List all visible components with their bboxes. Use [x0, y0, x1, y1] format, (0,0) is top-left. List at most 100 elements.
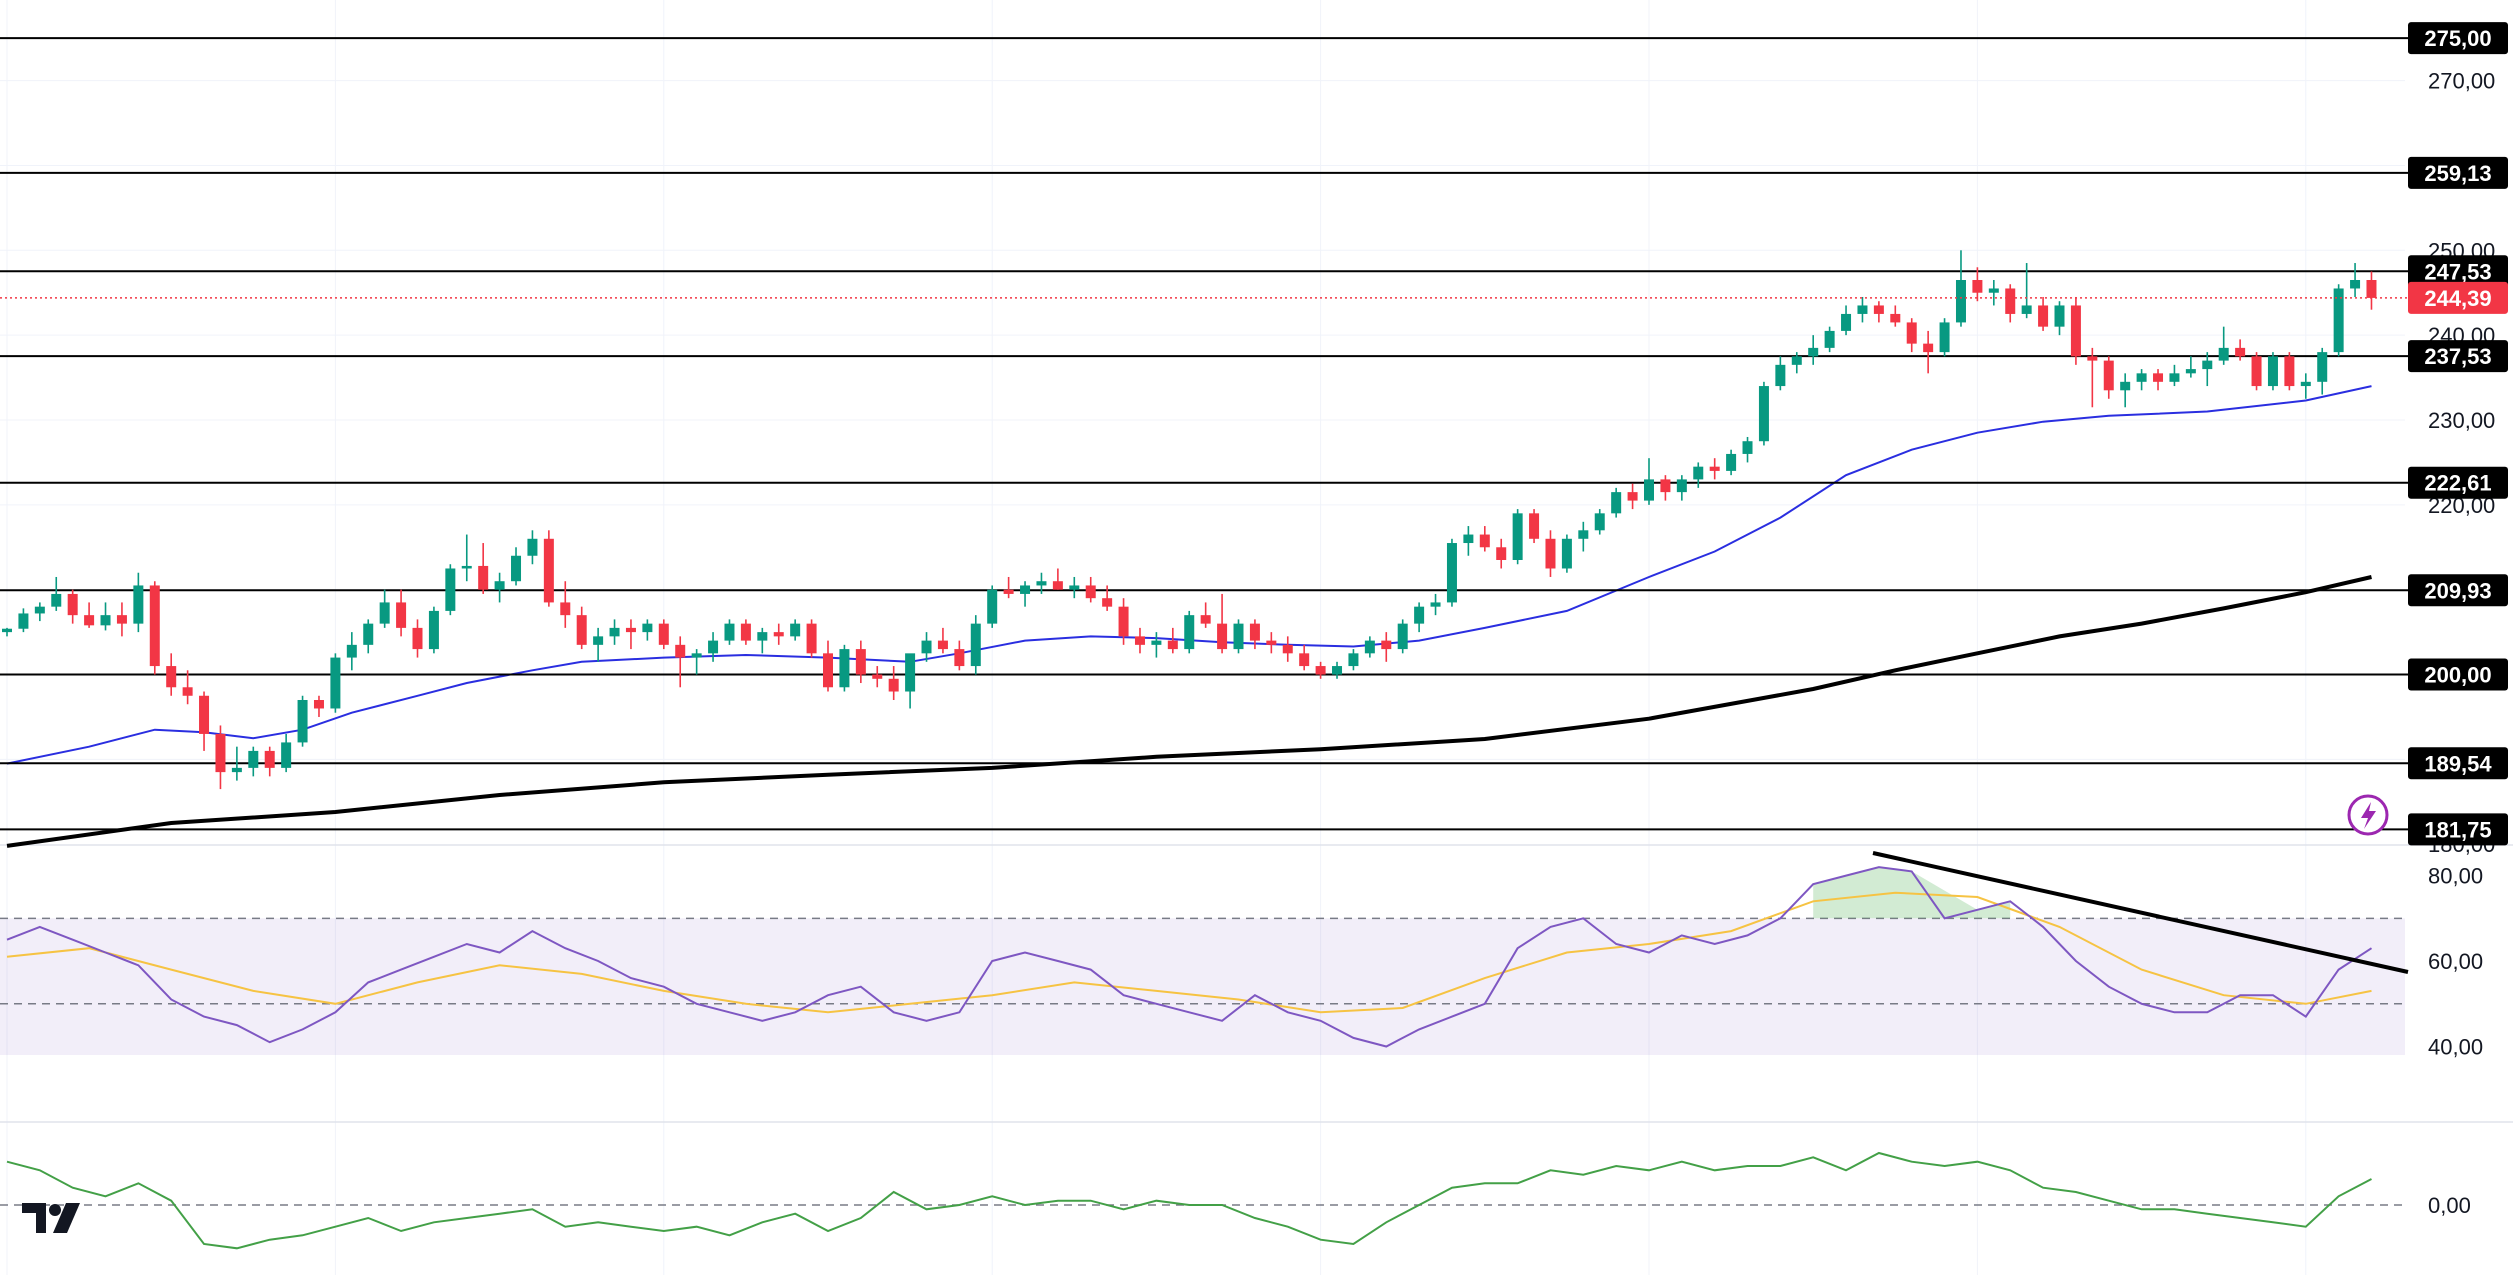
- candle-body[interactable]: [281, 742, 292, 768]
- candle-body[interactable]: [1824, 330, 1835, 348]
- candle[interactable]: [428, 606, 439, 654]
- candle-body[interactable]: [2251, 356, 2262, 387]
- candle-body[interactable]: [1660, 479, 1671, 493]
- candle-body[interactable]: [1857, 305, 1868, 314]
- candle[interactable]: [67, 589, 78, 624]
- candle[interactable]: [1217, 593, 1228, 654]
- candle-body[interactable]: [2366, 280, 2377, 298]
- candle[interactable]: [51, 576, 62, 611]
- candle-body[interactable]: [1134, 636, 1145, 645]
- candle-body[interactable]: [855, 649, 866, 675]
- candle-body[interactable]: [1315, 666, 1326, 675]
- candle-body[interactable]: [1167, 640, 1178, 650]
- candle-body[interactable]: [1693, 466, 1704, 480]
- candle[interactable]: [1414, 602, 1425, 633]
- candle[interactable]: [346, 632, 357, 671]
- candle-body[interactable]: [757, 632, 768, 641]
- candle[interactable]: [1709, 458, 1720, 480]
- candle-body[interactable]: [1102, 598, 1113, 607]
- candle[interactable]: [757, 627, 768, 654]
- candle[interactable]: [1906, 318, 1917, 353]
- candle[interactable]: [954, 640, 965, 671]
- candle[interactable]: [1151, 632, 1162, 658]
- candle[interactable]: [2136, 369, 2147, 391]
- candle-body[interactable]: [1939, 322, 1950, 353]
- candle[interactable]: [855, 640, 866, 684]
- candle-body[interactable]: [1414, 606, 1425, 624]
- candle[interactable]: [1578, 521, 1589, 552]
- candle-body[interactable]: [1200, 615, 1211, 624]
- candle[interactable]: [116, 602, 127, 637]
- candle-body[interactable]: [1955, 280, 1966, 323]
- candle[interactable]: [1955, 250, 1966, 327]
- candle-body[interactable]: [2120, 381, 2131, 391]
- candle-body[interactable]: [2153, 373, 2164, 382]
- candle-body[interactable]: [1282, 644, 1293, 654]
- candle[interactable]: [1726, 449, 1737, 476]
- candle[interactable]: [1364, 636, 1375, 658]
- candle-body[interactable]: [2350, 280, 2361, 289]
- candle-body[interactable]: [313, 700, 324, 709]
- candle-body[interactable]: [2202, 360, 2213, 370]
- candle-body[interactable]: [461, 565, 472, 569]
- candle-body[interactable]: [511, 555, 522, 582]
- candle-body[interactable]: [2333, 288, 2344, 353]
- candle-body[interactable]: [2038, 305, 2049, 327]
- candle-body[interactable]: [1627, 492, 1638, 501]
- candle[interactable]: [133, 572, 144, 633]
- candle[interactable]: [1496, 538, 1507, 569]
- candle[interactable]: [1348, 649, 1359, 671]
- candle[interactable]: [478, 543, 489, 594]
- candle-body[interactable]: [379, 602, 390, 624]
- candle[interactable]: [1676, 475, 1687, 501]
- candle[interactable]: [248, 746, 259, 777]
- candle-body[interactable]: [412, 627, 423, 650]
- candle-body[interactable]: [84, 615, 95, 626]
- candle[interactable]: [1758, 381, 1769, 446]
- candle-body[interactable]: [1758, 386, 1769, 442]
- candle-body[interactable]: [1381, 640, 1392, 650]
- candle[interactable]: [412, 619, 423, 658]
- candle-body[interactable]: [199, 695, 210, 734]
- candle[interactable]: [2038, 296, 2049, 331]
- candle-body[interactable]: [1446, 543, 1457, 603]
- candle-body[interactable]: [100, 615, 111, 626]
- candle[interactable]: [1512, 509, 1523, 565]
- candle[interactable]: [724, 619, 735, 645]
- candle[interactable]: [2, 627, 12, 637]
- candle-body[interactable]: [2317, 352, 2328, 382]
- candle-body[interactable]: [1052, 581, 1063, 590]
- candle-body[interactable]: [1430, 602, 1441, 607]
- candle[interactable]: [511, 547, 522, 586]
- candle[interactable]: [494, 572, 505, 603]
- candle[interactable]: [1791, 352, 1802, 374]
- candle-body[interactable]: [1233, 623, 1244, 650]
- candle[interactable]: [2070, 296, 2081, 365]
- candle-body[interactable]: [708, 640, 719, 654]
- candle-body[interactable]: [133, 585, 144, 624]
- candle[interactable]: [84, 602, 95, 628]
- candle[interactable]: [1282, 636, 1293, 662]
- candle-body[interactable]: [1578, 530, 1589, 539]
- candle-body[interactable]: [2087, 356, 2098, 361]
- candle[interactable]: [1479, 526, 1490, 552]
- candle[interactable]: [1299, 644, 1310, 671]
- candle-body[interactable]: [2021, 305, 2032, 314]
- candle-body[interactable]: [740, 623, 751, 641]
- rsi-trendline[interactable]: [1872, 851, 2409, 974]
- candle-body[interactable]: [806, 623, 817, 654]
- candle-body[interactable]: [593, 636, 604, 645]
- candle[interactable]: [1332, 661, 1343, 679]
- candle[interactable]: [1627, 483, 1638, 510]
- candle-body[interactable]: [2284, 356, 2295, 387]
- candle-body[interactable]: [428, 610, 439, 650]
- candle[interactable]: [2251, 352, 2262, 391]
- candle-body[interactable]: [823, 653, 833, 688]
- candle[interactable]: [1052, 568, 1063, 590]
- candle[interactable]: [1923, 330, 1934, 374]
- candle-body[interactable]: [1003, 589, 1014, 594]
- candle-body[interactable]: [215, 733, 226, 773]
- lightning-icon[interactable]: [2347, 794, 2389, 836]
- candle[interactable]: [313, 695, 324, 717]
